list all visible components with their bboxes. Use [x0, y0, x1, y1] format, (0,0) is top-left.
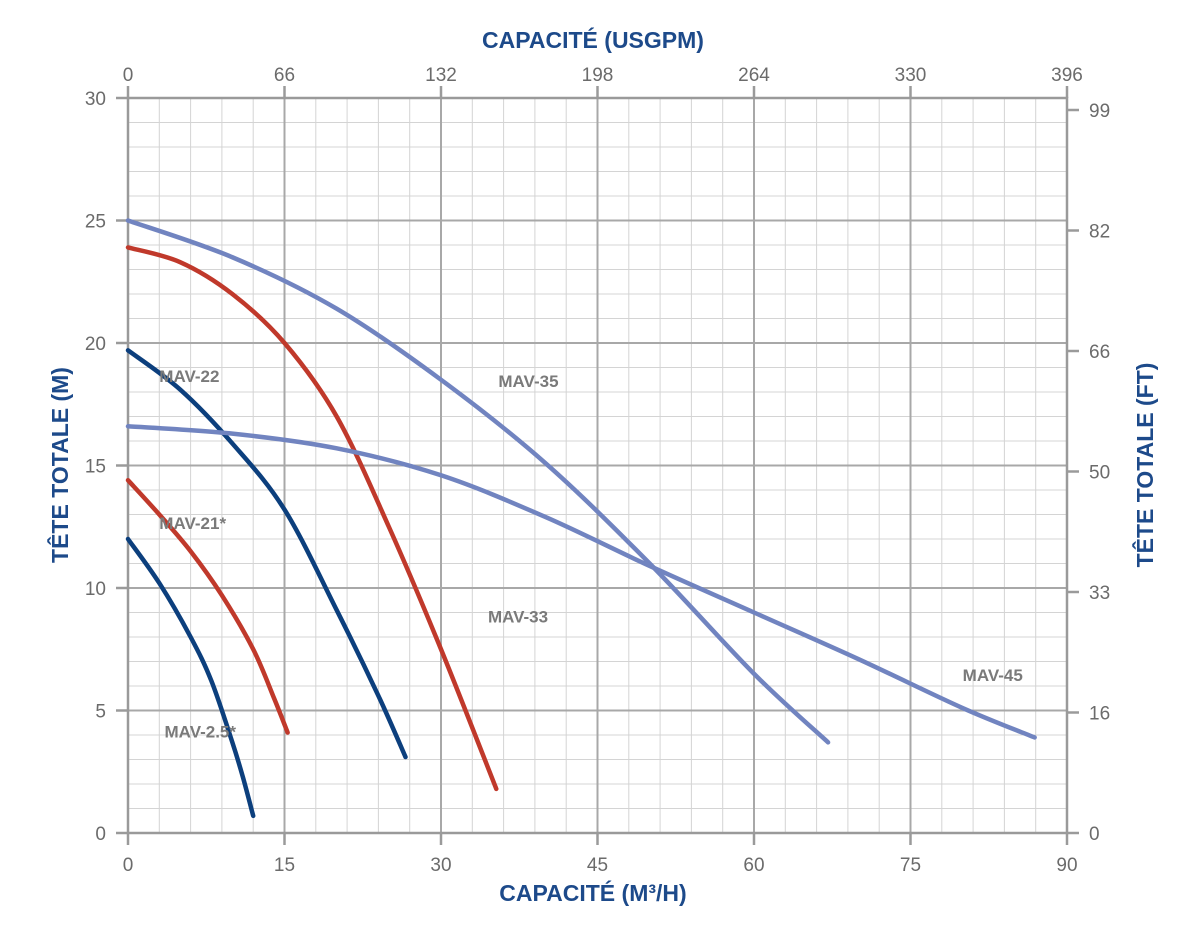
pump-curves [125, 218, 1037, 819]
label-mav-35: MAV-35 [498, 372, 558, 391]
curve-labels: MAV-2.5* MAV-21* MAV-22 MAV-33 MAV-35 MAV-45 [159, 367, 1023, 741]
x-top-tick-label: 66 [274, 65, 295, 86]
y-left-axis-title: TÊTE TOTALE (M) [46, 367, 73, 563]
curve-mav-45 [125, 424, 1037, 740]
y-left-tick-label: 15 [85, 457, 106, 478]
x-bottom-tick-label: 60 [743, 855, 764, 876]
y-right-tick-label: 82 [1089, 222, 1110, 243]
x-bottom-tick-label: 90 [1056, 855, 1077, 876]
label-mav-22: MAV-22 [159, 367, 219, 386]
y-left-tick-label: 5 [95, 702, 106, 723]
y-left-tick-label: 25 [85, 212, 106, 233]
x-bottom-tick-label: 30 [430, 855, 451, 876]
y-left-tick-label: 20 [85, 334, 106, 355]
y-right-tick-label: 99 [1089, 101, 1110, 122]
y-left-tick-label: 30 [85, 89, 106, 110]
x-top-tick-label: 198 [582, 65, 614, 86]
x-bottom-tick-label: 0 [123, 855, 134, 876]
y-left-tick-label: 0 [95, 824, 106, 845]
curve-mav-33 [125, 245, 499, 792]
x-bottom-tick-label: 15 [274, 855, 295, 876]
major-grid [127, 97, 1068, 834]
y-right-axis-title: TÊTE TOTALE (FT) [1131, 363, 1158, 568]
x-top-tick-label: 132 [425, 65, 457, 86]
x-top-tick-label: 264 [738, 65, 770, 86]
curve-mav-22 [125, 348, 408, 760]
x-bottom-tick-label: 45 [587, 855, 608, 876]
y-right-tick-label: 16 [1089, 704, 1110, 725]
curve-mav-35 [125, 218, 831, 745]
x-bottom-tick-label: 75 [900, 855, 921, 876]
x-top-axis-title: CAPACITÉ (USGPM) [482, 26, 704, 53]
label-mav-33: MAV-33 [488, 607, 548, 626]
y-right-tick-label: 50 [1089, 463, 1110, 484]
y-right-tick-label: 33 [1089, 583, 1110, 604]
y-left-tick-label: 10 [85, 579, 106, 600]
x-top-tick-label: 330 [895, 65, 927, 86]
y-right-tick-label: 66 [1089, 342, 1110, 363]
curve-mav-2-5 [125, 536, 256, 819]
curve-mav-21 [125, 477, 290, 735]
axis-ticks [116, 86, 1079, 845]
label-mav-21: MAV-21* [159, 514, 226, 533]
label-mav-2-5: MAV-2.5* [165, 722, 237, 741]
label-mav-45: MAV-45 [963, 666, 1023, 685]
tick-labels: 0 15 30 45 60 75 900 66 132 198 264 330 396051015202… [85, 65, 1110, 876]
x-top-tick-label: 396 [1051, 65, 1083, 86]
y-right-tick-label: 0 [1089, 824, 1100, 845]
x-bottom-axis-title: CAPACITÉ (M³/H) [499, 879, 686, 906]
x-top-tick-label: 0 [123, 65, 134, 86]
